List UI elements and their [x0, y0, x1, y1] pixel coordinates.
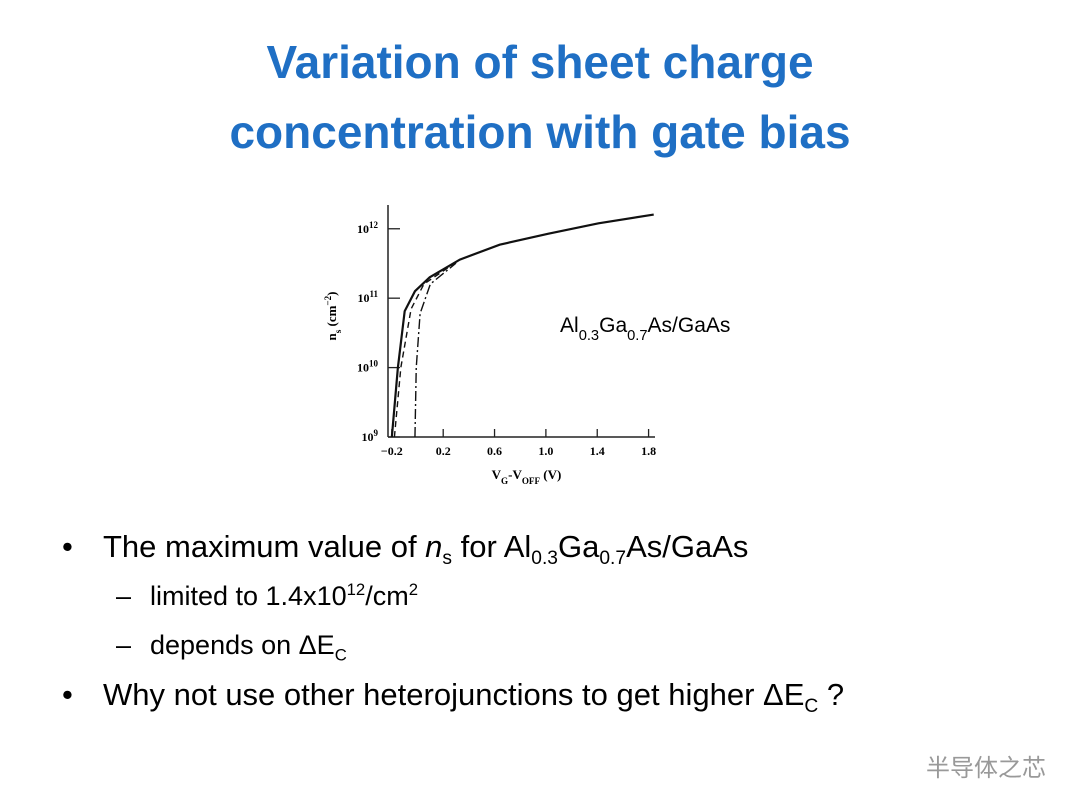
tick-exponent: 11 [369, 289, 378, 299]
label-text: −2 [323, 295, 333, 305]
x-tick-label: 1.8 [641, 444, 656, 458]
x-tick-label: 1.0 [538, 444, 553, 458]
bullet-text: limited to 1.4x10 [150, 581, 347, 611]
tick-base: 10 [357, 361, 369, 375]
bullet-text: 2 [408, 580, 419, 599]
watermark: 半导体之芯 [926, 755, 1046, 782]
label-text: n [324, 333, 339, 341]
series-line [390, 213, 654, 438]
x-tick-label: −0.2 [381, 444, 403, 458]
y-tick-label: 109 [362, 428, 379, 444]
bullet-text: The maximum value of [103, 529, 426, 564]
label-text: Ga [599, 314, 627, 337]
bullet-text: n [425, 529, 443, 564]
y-tick-label: 1011 [357, 289, 378, 305]
tick-base: 10 [357, 222, 369, 236]
title-line: concentration with gate bias [229, 106, 851, 158]
bullet-text: C [804, 696, 819, 718]
title-line: Variation of sheet charge [266, 36, 814, 88]
label-text: Al [560, 314, 579, 337]
label-text: (cm [324, 305, 339, 329]
y-tick-label: 1012 [357, 220, 379, 236]
tick-exponent: 9 [374, 428, 379, 438]
tick-base: 10 [357, 291, 369, 305]
annotation: Al0.3Ga0.7As/GaAs [560, 314, 730, 344]
bullet: Why not use other heterojunctions to get… [60, 670, 1060, 720]
bullet-text: 12 [346, 580, 366, 599]
bullet: The maximum value of ns for Al0.3Ga0.7As… [60, 522, 1060, 572]
series-line [393, 261, 457, 438]
y-axis-label: ns (cm−2) [323, 291, 343, 340]
tick-exponent: 10 [369, 359, 379, 369]
label-text: s [333, 329, 343, 333]
bullet-text: C [334, 645, 347, 665]
bullet-text: Ga [558, 529, 600, 564]
bullet-text: for Al [452, 529, 532, 564]
label-text: As/GaAs [648, 314, 731, 337]
bullet-text: /cm [365, 581, 409, 611]
label-text: 0.3 [579, 328, 599, 344]
chart: −0.2 0.2 0.6 1.0 1.4 1.8109101010111012VG-VOF… [323, 205, 730, 486]
series-line [414, 262, 457, 438]
label-text: -V [508, 467, 522, 482]
y-tick-label: 1010 [357, 359, 379, 375]
bullet-list: The maximum value of ns for Al0.3Ga0.7As… [60, 522, 1060, 720]
bullet: limited to 1.4x1012/cm2 [60, 572, 1060, 621]
x-tick-label: 1.4 [590, 444, 605, 458]
bullet-text: 0.3 [531, 548, 558, 570]
bullet-text: 0.7 [599, 548, 627, 570]
tick-exponent: 12 [369, 220, 379, 230]
label-text: (V) [540, 467, 561, 482]
x-tick-label: 0.6 [487, 444, 502, 458]
x-tick-label: 0.2 [436, 444, 451, 458]
bullet: depends on ΔEC [60, 621, 1060, 670]
bullet-text: Why not use other heterojunctions to get… [103, 677, 805, 712]
label-text: OFF [522, 476, 541, 486]
slide-title: Variation of sheet charge concentration … [0, 27, 1080, 167]
tick-base: 10 [362, 430, 374, 444]
label-text: G [501, 476, 508, 486]
x-axis-label: VG-VOFF (V) [492, 467, 562, 486]
bullet-text: ? [818, 677, 845, 712]
label-text: 0.7 [627, 328, 647, 344]
label-text: ) [324, 291, 339, 295]
bullet-text: depends on ΔE [150, 630, 335, 660]
bullet-text: s [442, 548, 453, 570]
bullet-text: As/GaAs [626, 529, 749, 564]
label-text: V [492, 467, 502, 482]
